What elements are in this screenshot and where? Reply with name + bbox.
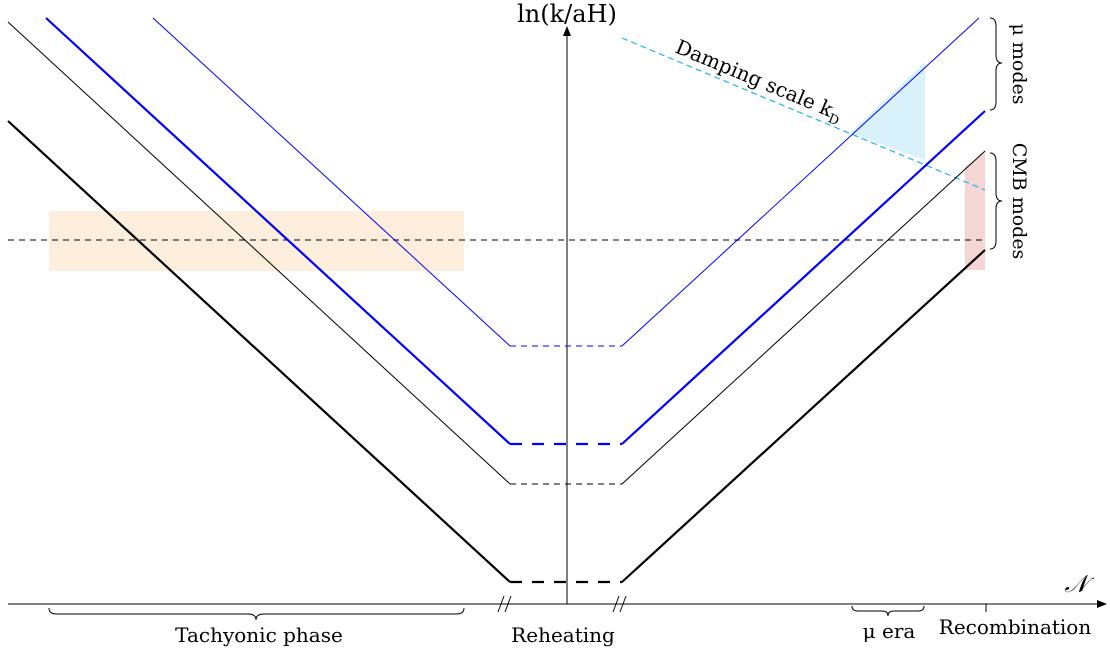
tachyonic-phase-brace bbox=[48, 607, 465, 621]
damping-scale-label: Damping scale kD bbox=[671, 34, 847, 129]
mu-modes-shaded-region bbox=[850, 62, 925, 160]
mode-thin-black bbox=[7, 21, 986, 485]
cmb-modes-brace bbox=[989, 152, 1003, 250]
horizon-crossing-band bbox=[49, 211, 464, 271]
mu-era-label: μ era bbox=[863, 619, 916, 643]
y-axis-label: ln(k/aH) bbox=[517, 0, 617, 28]
reheating-label: Reheating bbox=[511, 623, 615, 647]
damping-scale-text: Damping scale k bbox=[672, 34, 837, 121]
mu-modes-brace bbox=[989, 17, 1003, 111]
cmb-modes-label: CMB modes bbox=[1008, 143, 1030, 260]
axis-break-right bbox=[612, 595, 627, 613]
x-axis-label: 𝒩 bbox=[1065, 570, 1095, 598]
mu-era-brace bbox=[851, 605, 925, 617]
mu-modes-label: μ modes bbox=[1008, 23, 1030, 104]
damping-scale-line bbox=[621, 37, 986, 191]
recombination-label: Recombination bbox=[939, 615, 1092, 639]
mode-thin-blue bbox=[152, 17, 980, 347]
axis-break-left bbox=[497, 595, 512, 613]
mode-thick-blue bbox=[45, 17, 986, 446]
mode-thick-black bbox=[7, 120, 986, 584]
tachyonic-phase-label: Tachyonic phase bbox=[175, 623, 343, 647]
